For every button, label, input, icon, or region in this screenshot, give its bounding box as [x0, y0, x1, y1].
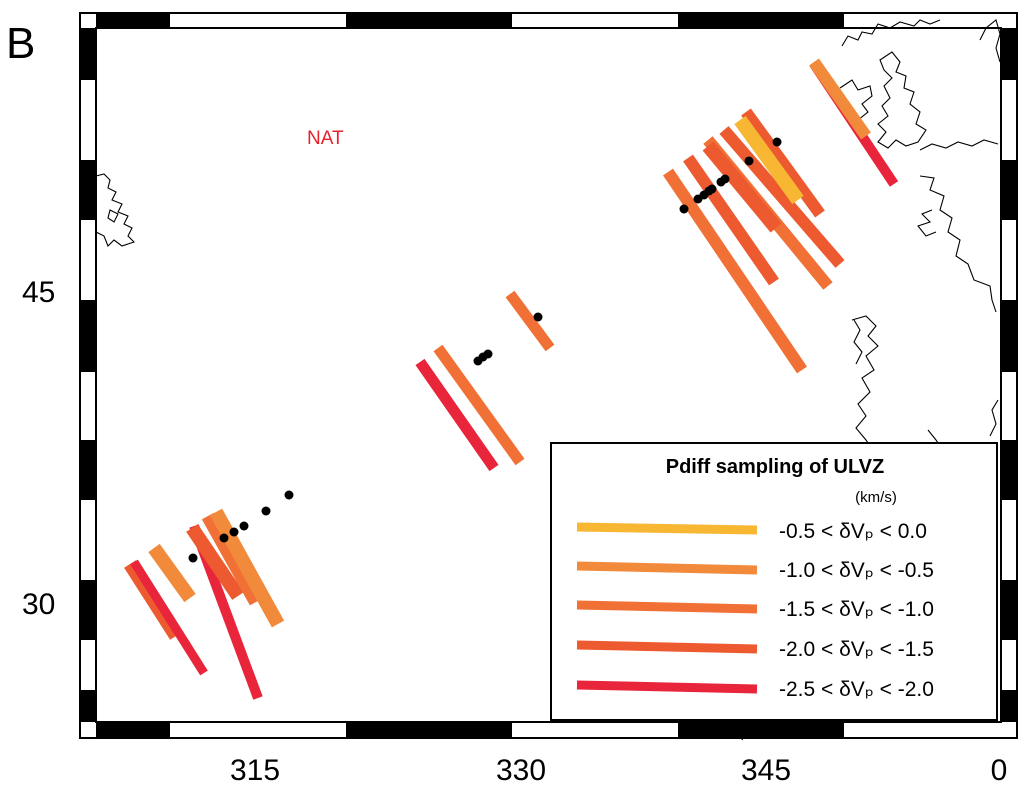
path-segment	[186, 524, 244, 600]
path-segment	[683, 154, 779, 286]
path-segment	[130, 559, 208, 676]
frame-bar	[1001, 300, 1017, 372]
frame-bar	[760, 722, 844, 738]
station-dot	[679, 204, 689, 214]
path-segment	[201, 512, 263, 606]
station-markers	[188, 137, 782, 563]
coastline-greenland	[95, 173, 136, 247]
path-segment	[148, 543, 196, 603]
frame-bar	[1001, 440, 1017, 500]
path-segment	[505, 290, 555, 352]
station-dot	[284, 490, 294, 500]
legend-entry-label: -2.0 < δVₚ < -1.5	[779, 638, 934, 661]
path-segment	[415, 358, 499, 472]
path-segment	[702, 141, 782, 233]
legend-box	[550, 442, 998, 721]
frame-bar	[80, 28, 96, 80]
station-dot	[188, 553, 198, 563]
legend-entry-label: -1.5 < δVₚ < -1.0	[779, 598, 934, 621]
map-frame	[79, 12, 1018, 739]
legend-entry: -0.5 < δVₚ < 0.0	[576, 520, 927, 543]
station-dot	[533, 312, 543, 322]
x-tick-label: 330	[496, 754, 546, 787]
legend-entry: -1.0 < δVₚ < -0.5	[576, 559, 934, 582]
legend-entry-label: -1.0 < δVₚ < -0.5	[779, 559, 934, 582]
frame-bar	[678, 13, 760, 28]
frame-bar	[760, 13, 844, 28]
legend: Pdiff sampling of ULVZ (km/s) -0.5 < δVₚ…	[550, 442, 998, 721]
station-dot	[219, 533, 229, 543]
frame-bar	[428, 722, 512, 738]
y-tick-label: 30	[22, 588, 55, 621]
path-segment	[741, 108, 825, 218]
frame-bar	[346, 13, 428, 28]
legend-entry: -1.5 < δVₚ < -1.0	[576, 598, 934, 621]
legend-swatch	[576, 561, 758, 575]
frame-bar	[80, 690, 96, 722]
station-dot	[483, 349, 493, 359]
station-dot	[239, 521, 249, 531]
station-dot	[229, 527, 239, 537]
station-dot	[720, 174, 730, 184]
station-dot	[707, 184, 717, 194]
frame-bar	[80, 160, 96, 220]
frame-bar	[678, 722, 760, 738]
legend-swatch	[576, 640, 758, 654]
legend-title: Pdiff sampling of ULVZ	[666, 456, 885, 478]
frame-inner	[95, 27, 1002, 723]
frame-outer	[79, 12, 1018, 739]
frame-bar	[96, 13, 170, 28]
pdiff-sampling-paths	[124, 58, 899, 700]
path-segment	[663, 168, 807, 374]
legend-entry: -2.5 < δVₚ < -2.0	[576, 678, 934, 701]
y-axis-labels: 45 30	[22, 276, 55, 621]
legend-entry: -2.0 < δVₚ < -1.5	[576, 638, 934, 661]
path-segment	[209, 508, 285, 628]
frame-bar	[1001, 580, 1017, 640]
legend-entry-label: -2.5 < δVₚ < -2.0	[779, 678, 934, 701]
x-tick-label: 0	[991, 754, 1008, 787]
x-tick-label: 315	[230, 754, 280, 787]
station-dot	[772, 137, 782, 147]
legend-entry-label: -0.5 < δVₚ < 0.0	[779, 520, 927, 543]
frame-tick-bars	[80, 13, 1017, 738]
frame-bar	[80, 300, 96, 372]
legend-swatch	[576, 522, 758, 535]
path-segment	[809, 58, 871, 140]
frame-bar	[96, 722, 170, 738]
frame-bar	[1001, 690, 1017, 722]
x-tick-label: 345	[741, 754, 791, 787]
frame-bar	[428, 13, 512, 28]
station-dot	[744, 156, 754, 166]
frame-bar	[346, 722, 428, 738]
frame-bar	[80, 580, 96, 640]
frame-bar	[80, 440, 96, 500]
path-segment	[734, 115, 804, 205]
panel-letter: B	[6, 19, 35, 68]
legend-swatch	[576, 600, 758, 614]
frame-bar	[1001, 160, 1017, 220]
x-axis-labels: 315 330 345 0	[230, 754, 1007, 787]
region-label: NAT	[307, 128, 344, 149]
path-segment	[719, 126, 845, 268]
path-segment	[433, 344, 525, 466]
map-area: NAT	[95, 19, 1001, 741]
frame-bar	[1001, 28, 1017, 80]
station-dot	[261, 506, 271, 516]
legend-swatch	[576, 680, 758, 694]
legend-units: (km/s)	[855, 489, 897, 506]
y-tick-label: 45	[22, 276, 55, 309]
